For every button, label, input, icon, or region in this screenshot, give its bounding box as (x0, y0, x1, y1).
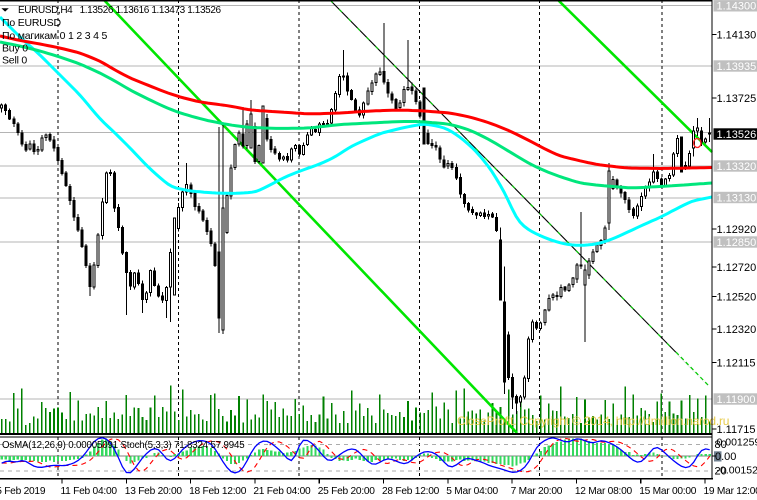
svg-text:1.12320: 1.12320 (717, 324, 757, 336)
svg-text:25 Feb 20:00: 25 Feb 20:00 (318, 486, 376, 497)
svg-text:По магикам 0 1 2 3 4 5: По магикам 0 1 2 3 4 5 (2, 30, 107, 42)
svg-text:15 Mar 00:00: 15 Mar 00:00 (639, 486, 697, 497)
svg-text:20: 20 (715, 466, 727, 478)
svg-text:1.14300: 1.14300 (717, 1, 757, 13)
svg-text:1.12115: 1.12115 (717, 357, 756, 369)
svg-text:1.12920: 1.12920 (717, 224, 757, 236)
svg-text:18 Feb 12:00: 18 Feb 12:00 (189, 486, 247, 497)
svg-text:1.12520: 1.12520 (717, 291, 757, 303)
svg-text:-0.001521: -0.001521 (717, 464, 757, 476)
svg-text:1.11715: 1.11715 (717, 424, 756, 436)
svg-text:По EURUSD: По EURUSD (2, 17, 61, 29)
svg-text:EURUSD,H4 1.13526 1.13616 1.: EURUSD,H4 1.13526 1.13616 1.13473 1.1352… (18, 5, 222, 16)
svg-text:13 Feb 20:00: 13 Feb 20:00 (125, 486, 183, 497)
svg-text:1.12720: 1.12720 (717, 262, 757, 274)
svg-text:5 Mar 04:00: 5 Mar 04:00 (446, 486, 498, 497)
svg-text:0.0012594: 0.0012594 (717, 436, 757, 448)
svg-text:CloseProfit. Copyright © 2014,: CloseProfit. Copyright © 2014, http:​//d… (457, 414, 729, 428)
svg-text:12 Mar 08:00: 12 Mar 08:00 (575, 486, 633, 497)
svg-text:1.13725: 1.13725 (717, 93, 757, 105)
svg-text:1.13320: 1.13320 (717, 161, 757, 173)
svg-text:Sell 0: Sell 0 (2, 55, 27, 67)
svg-text:1.13526: 1.13526 (717, 129, 757, 141)
svg-text:1.11900: 1.11900 (717, 394, 756, 406)
svg-text:1.12850: 1.12850 (717, 237, 757, 249)
svg-text:5 Feb 2019: 5 Feb 2019 (0, 486, 46, 497)
svg-text:OsMA(12,26,9) 0.00005091 Stoch: OsMA(12,26,9) 0.00005091 Stoch(5,3,3) 71… (2, 440, 245, 451)
svg-text:1.13935: 1.13935 (717, 61, 757, 73)
svg-text:7 Mar 20:00: 7 Mar 20:00 (511, 486, 563, 497)
svg-text:0.00: 0.00 (715, 451, 736, 463)
svg-text:1.13130: 1.13130 (717, 192, 757, 204)
svg-text:11 Feb 04:00: 11 Feb 04:00 (61, 486, 118, 497)
svg-text:28 Feb 12:00: 28 Feb 12:00 (382, 486, 440, 497)
svg-text:Buy 0: Buy 0 (2, 43, 28, 55)
svg-text:80: 80 (715, 439, 727, 451)
svg-text:19 Mar 12:00: 19 Mar 12:00 (704, 486, 757, 497)
svg-text:1.14130: 1.14130 (717, 29, 757, 41)
svg-text:21 Feb 04:00: 21 Feb 04:00 (253, 486, 311, 497)
